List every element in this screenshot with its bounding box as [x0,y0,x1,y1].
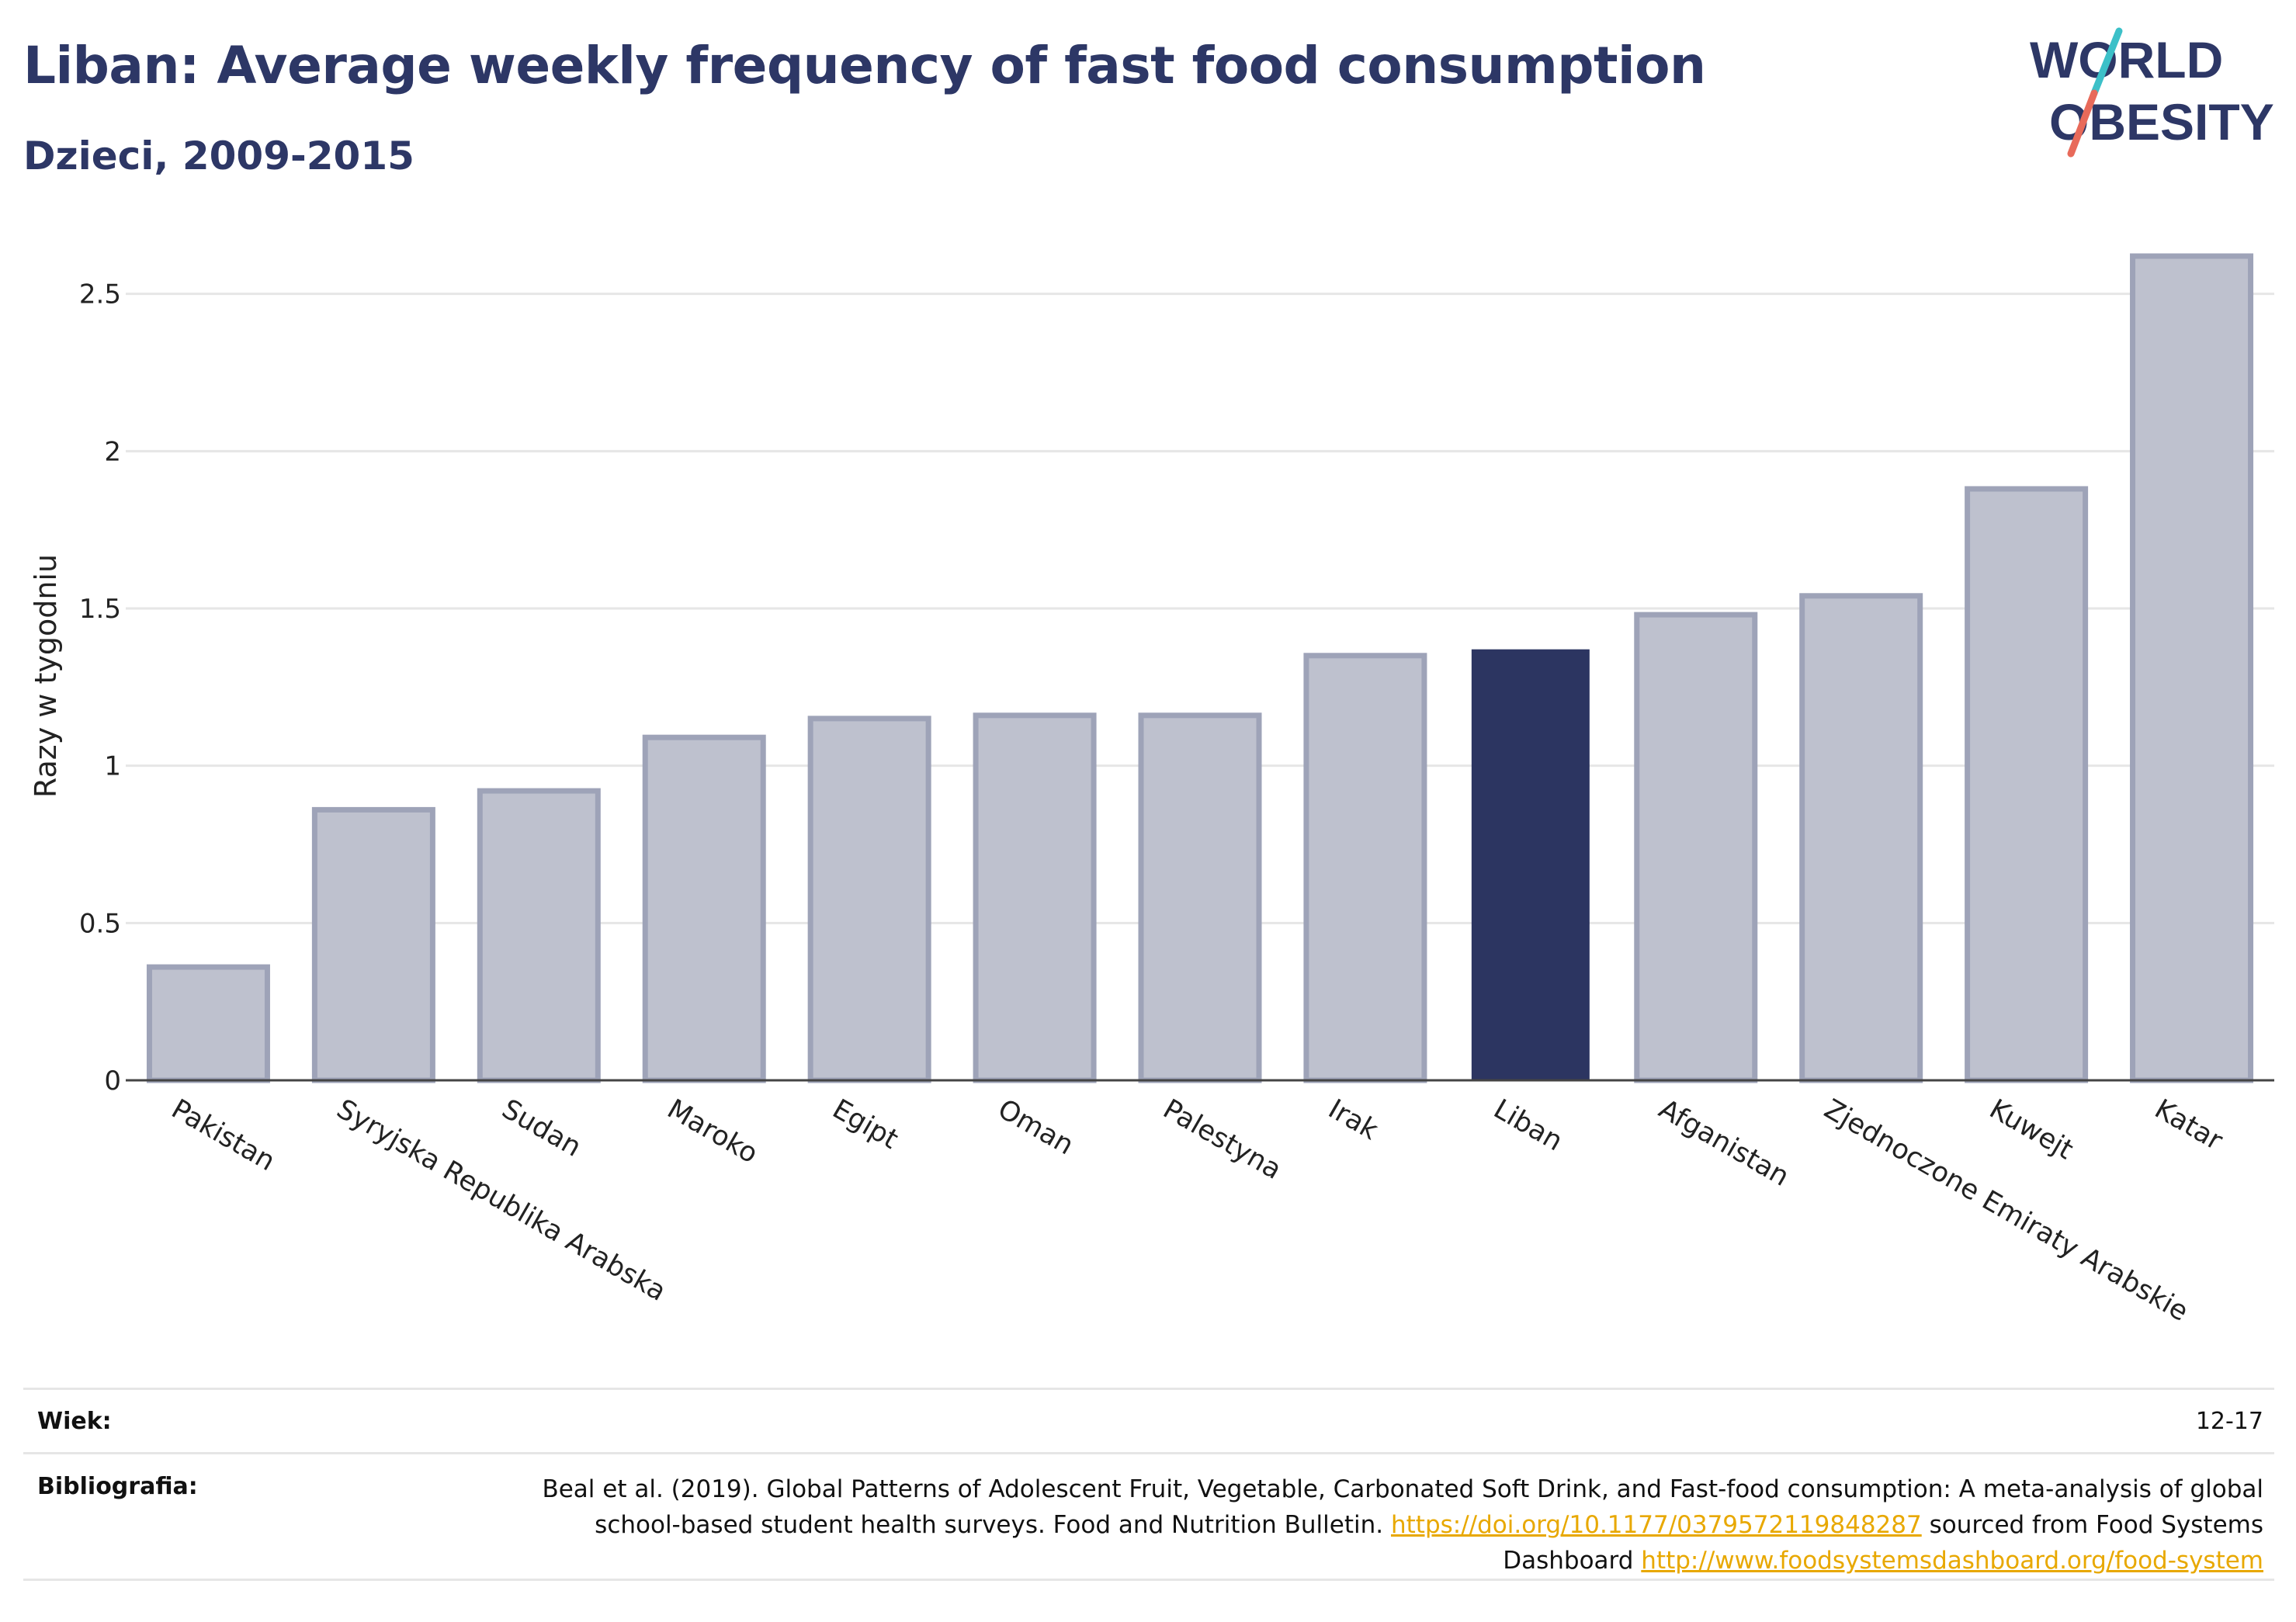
y-tick-label: 1.5 [79,594,121,625]
y-axis-label: Razy w tygodniu [29,554,63,798]
x-tick-label: Oman [993,1093,1079,1161]
age-label: Wiek: [37,1407,112,1435]
bar-zjednoczone-emiraty-arabskie [1799,593,1923,1083]
y-tick-label: 2.5 [79,279,121,310]
y-tick-label: 1 [104,751,121,782]
bibliography-label: Bibliografia: [37,1473,198,1500]
bar-liban [1471,649,1590,1080]
x-tick-label: Katar [2149,1093,2228,1157]
x-tick-label: Palestyna [1158,1093,1287,1186]
x-tick-label: Liban [1488,1093,1567,1157]
bar-pakistan [146,964,270,1083]
doi-link[interactable]: https://doi.org/10.1177/0379572119848287 [1390,1511,1922,1539]
bar-egipt [807,716,931,1083]
bar-syryjska-republika-arabska [311,806,435,1083]
food-systems-dashboard-link[interactable]: http://www.foodsystemsdashboard.org/food… [1641,1547,2263,1575]
chart-subtitle: Dzieci, 2009-2015 [23,133,414,178]
age-row: Wiek: 12-17 [23,1388,2274,1452]
bar-palestyna [1138,712,1262,1083]
bar-chart: 0 0.5 1 1.5 2 2.5 Razy w tygodniu Pakistan Syryj… [29,253,2274,1328]
y-tick-label: 0 [104,1066,121,1097]
x-tick-label: Egipt [827,1093,903,1156]
bar-irak [1303,653,1427,1083]
x-tick-label: Sudan [497,1093,586,1163]
bar-katar [2130,253,2254,1083]
logo-line1: WORLD [2030,31,2223,88]
bibliography-row: Bibliografia: Beal et al. (2019). Global… [23,1452,2274,1581]
x-tick-label: Maroko [662,1093,763,1170]
bibliography-text-2: sourced from Food Systems Dashboard [1503,1511,2263,1575]
bar-afganistan [1634,612,1758,1083]
x-tick-label: Kuwejt [1984,1093,2078,1166]
chart-footer: Wiek: 12-17 Bibliografia: Beal et al. (2… [23,1388,2274,1581]
bibliography-text: Beal et al. (2019). Global Patterns of A… [494,1471,2274,1579]
bar-oman [973,712,1097,1083]
logo-slash-teal [2090,27,2123,97]
logo-slash-coral [2067,89,2098,158]
chart-title: Liban: Average weekly frequency of fast … [23,36,1706,95]
x-tick-label: Irak [1323,1093,1383,1146]
x-tick-label: Syryjska Republika Arabska [331,1093,671,1308]
x-tick-label: Pakistan [166,1093,280,1177]
age-value: 12-17 [2195,1407,2263,1435]
x-tick-label: Afganistan [1653,1093,1794,1193]
y-tick-label: 2 [104,436,121,467]
world-obesity-logo: WORLD OBESITY [2030,27,2274,158]
bar-sudan [477,788,601,1083]
bar-kuwejt [1965,486,2089,1083]
bar-maroko [642,734,766,1083]
bibliography-text-1: Beal et al. (2019). Global Patterns of A… [542,1475,2263,1539]
y-tick-label: 0.5 [79,908,121,939]
